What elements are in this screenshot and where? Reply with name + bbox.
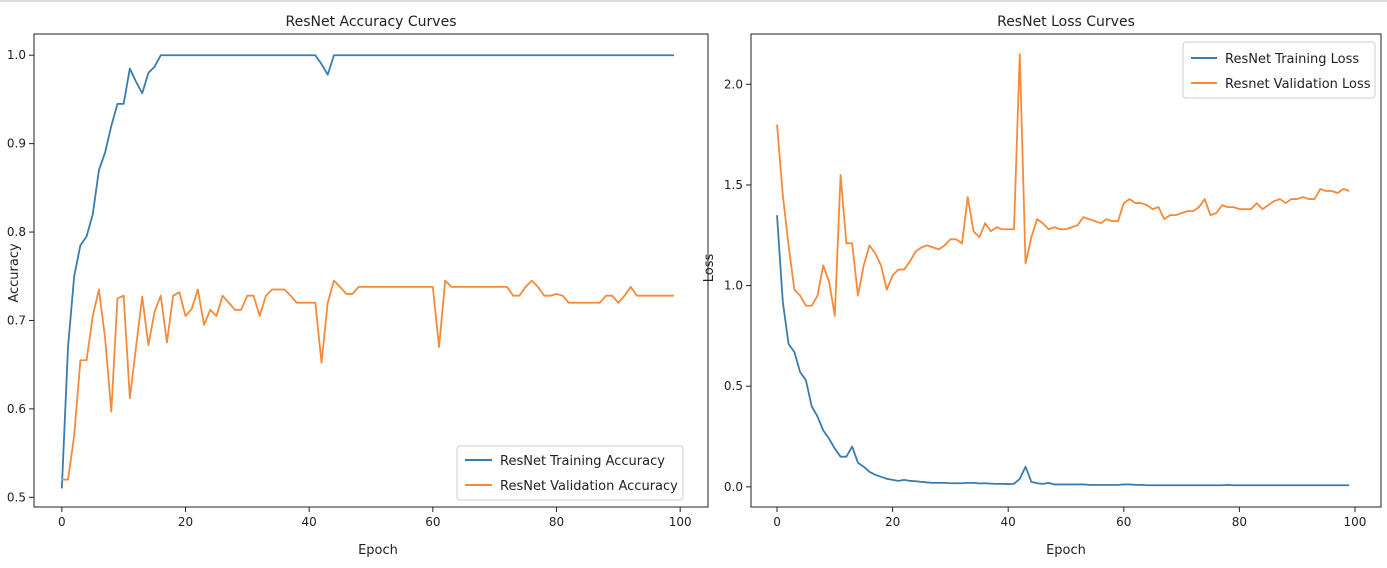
loss-x-tick-label: 100 (1344, 515, 1367, 529)
accuracy-y-tick-label: 0.5 (7, 490, 26, 504)
accuracy-axes-frame (33, 33, 709, 508)
accuracy-legend-val-label: ResNet Validation Accuracy (500, 479, 678, 494)
accuracy-y-tick-label: 0.7 (7, 313, 26, 327)
accuracy-y-axis-label: Accuracy (7, 243, 22, 303)
loss-legend-box (1182, 41, 1376, 99)
accuracy-y-tick-label: 1.0 (7, 48, 26, 62)
loss-series-train-line (776, 215, 1350, 487)
loss-x-tick-label: 80 (1232, 515, 1247, 529)
accuracy-y-tick-label: 0.8 (7, 225, 26, 239)
accuracy-series-val-line (61, 279, 674, 481)
loss-y-tick-label: 0.5 (724, 379, 743, 393)
accuracy-x-axis-label: Epoch (358, 543, 398, 558)
accuracy-legend-train-label: ResNet Training Accuracy (500, 454, 665, 469)
loss-y-tick-label: 1.0 (724, 279, 743, 293)
loss-y-tick-label: 2.0 (724, 77, 743, 91)
accuracy-series-train-line (60, 54, 674, 489)
loss-lines (776, 53, 1350, 487)
loss-x-tick-label: 40 (1001, 515, 1016, 529)
accuracy-x-tick-label: 20 (178, 515, 193, 529)
accuracy-x-tick-label: 100 (669, 515, 692, 529)
accuracy-x-tick-label: 60 (425, 515, 440, 529)
accuracy-x-tick-label: 80 (549, 515, 564, 529)
loss-y-tick-label: 1.5 (724, 178, 743, 192)
loss-legend-val-label: Resnet Validation Loss (1225, 77, 1371, 92)
loss-legend: ResNet Training Loss Resnet Validation L… (1182, 41, 1376, 99)
accuracy-lines (60, 54, 674, 489)
loss-axes-frame (750, 33, 1382, 508)
accuracy-x-ticks: 0 20 40 60 80 100 (58, 507, 692, 529)
accuracy-x-tick-label: 40 (302, 515, 317, 529)
loss-x-tick-label: 20 (885, 515, 900, 529)
accuracy-x-tick-label: 0 (58, 515, 66, 529)
accuracy-y-tick-label: 0.9 (7, 137, 26, 151)
accuracy-y-tick-label: 0.6 (7, 402, 26, 416)
accuracy-chart: ResNet Accuracy Curves 0.5 0.6 0.7 0.8 0.9 1.… (7, 14, 709, 558)
accuracy-y-ticks: 0.5 0.6 0.7 0.8 0.9 1.0 (7, 48, 34, 504)
accuracy-legend-box (456, 445, 684, 501)
accuracy-legend: ResNet Training Accuracy ResNet Validati… (456, 445, 684, 501)
loss-chart-title: ResNet Loss Curves (997, 14, 1135, 30)
accuracy-chart-title: ResNet Accuracy Curves (286, 14, 457, 30)
loss-legend-train-label: ResNet Training Loss (1225, 52, 1359, 67)
loss-y-ticks: 0.0 0.5 1.0 1.5 2.0 (724, 77, 751, 494)
loss-chart: ResNet Loss Curves 0.0 0.5 1.0 1.5 2.0 0 20 40… (702, 14, 1382, 558)
loss-x-ticks: 0 20 40 60 80 100 (773, 507, 1366, 529)
loss-y-tick-label: 0.0 (724, 480, 743, 494)
loss-series-val-line (776, 53, 1350, 317)
loss-x-axis-label: Epoch (1046, 543, 1086, 558)
loss-x-tick-label: 60 (1116, 515, 1131, 529)
loss-y-axis-label: Loss (702, 254, 717, 283)
loss-x-tick-label: 0 (773, 515, 781, 529)
